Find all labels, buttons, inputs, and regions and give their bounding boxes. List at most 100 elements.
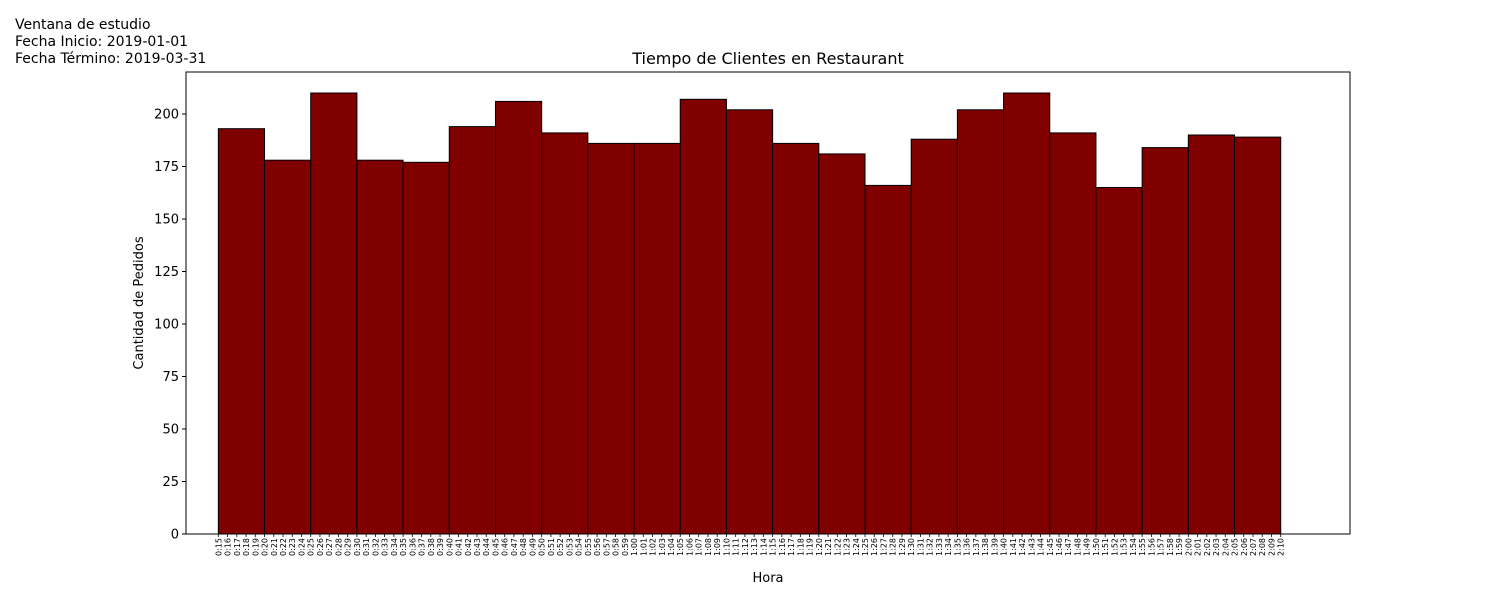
end-date-label: Fecha Término: 2019-03-31 <box>15 51 207 67</box>
x-tick-label: 1:26 <box>870 538 879 556</box>
x-tick-label: 1:04 <box>667 538 676 556</box>
x-tick-label: 1:12 <box>741 538 750 556</box>
x-tick-label: 0:49 <box>528 538 537 556</box>
x-tick-label: 1:49 <box>1083 538 1092 556</box>
x-tick-label: 0:48 <box>519 538 528 556</box>
x-tick-label: 1:31 <box>916 538 925 556</box>
x-tick-label: 0:52 <box>556 538 565 556</box>
bar-0:35 <box>402 161 450 535</box>
y-tick-label: 200 <box>154 108 179 123</box>
x-tick-label: 2:10 <box>1277 538 1286 556</box>
x-tick-label: 0:51 <box>547 538 556 556</box>
x-tick-label: 2:03 <box>1212 538 1221 556</box>
x-tick-label: 1:06 <box>685 538 694 556</box>
x-tick-label: 1:54 <box>1129 538 1138 556</box>
x-tick-label: 1:08 <box>704 538 713 556</box>
x-tick-label: 1:44 <box>1037 538 1046 556</box>
x-tick-label: 1:22 <box>833 538 842 556</box>
x-tick-label: 0:58 <box>612 538 621 556</box>
x-tick-label: 0:54 <box>575 538 584 556</box>
bar-1:40 <box>1003 92 1051 535</box>
x-tick-label: 2:07 <box>1249 538 1258 556</box>
y-tick-label: 25 <box>162 475 179 490</box>
bar-1:55 <box>1141 147 1189 535</box>
bar-0:20 <box>264 159 312 535</box>
x-tick-label: 1:42 <box>1018 538 1027 556</box>
y-tick-label: 75 <box>162 370 179 385</box>
x-tick-label: 1:27 <box>879 538 888 556</box>
x-tick-label: 1:09 <box>713 538 722 556</box>
x-tick-label: 1:57 <box>1157 538 1166 556</box>
x-tick-label: 1:46 <box>1055 538 1064 556</box>
x-tick-label: 1:05 <box>676 538 685 556</box>
x-tick-label: 0:26 <box>316 538 325 556</box>
x-tick-label: 0:24 <box>297 538 306 556</box>
x-tick-label: 0:34 <box>390 538 399 556</box>
bar-2:05 <box>1234 136 1282 535</box>
x-tick-label: 1:02 <box>649 538 658 556</box>
x-axis: 0:15 0:16 0:17 0:18 0:19 0:20 0:21 0:22 0:23 0:24… <box>214 534 1286 556</box>
x-tick-label: 0:27 <box>325 538 334 556</box>
y-tick-label: 50 <box>162 423 179 438</box>
bar-0:15 <box>217 128 266 535</box>
y-tick-label: 125 <box>154 265 179 280</box>
y-tick-label: 100 <box>154 318 179 333</box>
bar-1:50 <box>1095 187 1143 535</box>
bar-1:15 <box>772 142 820 535</box>
bar-1:35 <box>956 109 1005 535</box>
x-tick-label: 1:51 <box>1101 538 1110 556</box>
bar-1:05 <box>679 98 727 535</box>
x-tick-label: 0:21 <box>270 538 279 556</box>
y-tick-label: 150 <box>154 213 179 228</box>
bar-0:50 <box>541 132 589 535</box>
study-window-info: Ventana de estudio Fecha Inicio: 2019-01… <box>15 17 206 68</box>
x-tick-label: 1:35 <box>953 538 962 556</box>
x-tick-label: 1:23 <box>843 538 852 556</box>
x-tick-label: 2:02 <box>1203 538 1212 556</box>
x-tick-label: 1:48 <box>1073 538 1082 556</box>
bar-1:20 <box>818 153 866 535</box>
x-tick-label: 1:56 <box>1147 538 1156 556</box>
x-tick-label: 0:17 <box>233 538 242 556</box>
x-tick-label: 1:45 <box>1046 538 1055 556</box>
x-tick-label: 0:37 <box>418 538 427 556</box>
x-tick-label: 0:23 <box>288 538 297 556</box>
bar-2:00 <box>1187 134 1236 535</box>
x-tick-label: 1:55 <box>1138 538 1147 556</box>
x-tick-label: 0:43 <box>473 538 482 556</box>
x-tick-label: 1:39 <box>990 538 999 556</box>
x-tick-label: 1:25 <box>861 538 870 556</box>
y-axis-label: Cantidad de Pedidos <box>132 236 147 369</box>
bar-1:25 <box>864 184 912 535</box>
x-tick-label: 1:15 <box>769 538 778 556</box>
x-tick-label: 1:53 <box>1120 538 1129 556</box>
x-tick-label: 0:38 <box>427 538 436 556</box>
x-tick-label: 0:50 <box>538 538 547 556</box>
x-tick-label: 0:20 <box>261 538 270 556</box>
x-tick-label: 1:20 <box>815 538 824 556</box>
x-tick-label: 1:43 <box>1027 538 1036 556</box>
x-tick-label: 0:29 <box>344 538 353 556</box>
x-tick-label: 2:01 <box>1194 538 1203 556</box>
x-tick-label: 1:10 <box>722 538 731 556</box>
bar-0:25 <box>310 92 358 535</box>
x-tick-label: 0:59 <box>621 538 630 556</box>
bar-0:30 <box>356 159 404 535</box>
x-tick-label: 0:28 <box>334 538 343 556</box>
x-axis-label: Hora <box>752 571 783 586</box>
x-tick-label: 0:44 <box>482 538 491 556</box>
x-tick-label: 1:00 <box>630 538 639 556</box>
x-tick-label: 1:30 <box>907 538 916 556</box>
x-tick-label: 1:34 <box>944 538 953 556</box>
study-window-label: Ventana de estudio <box>15 17 151 33</box>
bar-1:10 <box>725 109 774 535</box>
x-tick-label: 1:58 <box>1166 538 1175 556</box>
x-tick-label: 0:45 <box>491 538 500 556</box>
x-tick-label: 1:50 <box>1092 538 1101 556</box>
x-tick-label: 0:18 <box>242 538 251 556</box>
x-tick-label: 1:29 <box>898 538 907 556</box>
x-tick-label: 2:04 <box>1221 538 1230 556</box>
bar-0:40 <box>448 126 496 535</box>
x-tick-label: 1:38 <box>981 538 990 556</box>
